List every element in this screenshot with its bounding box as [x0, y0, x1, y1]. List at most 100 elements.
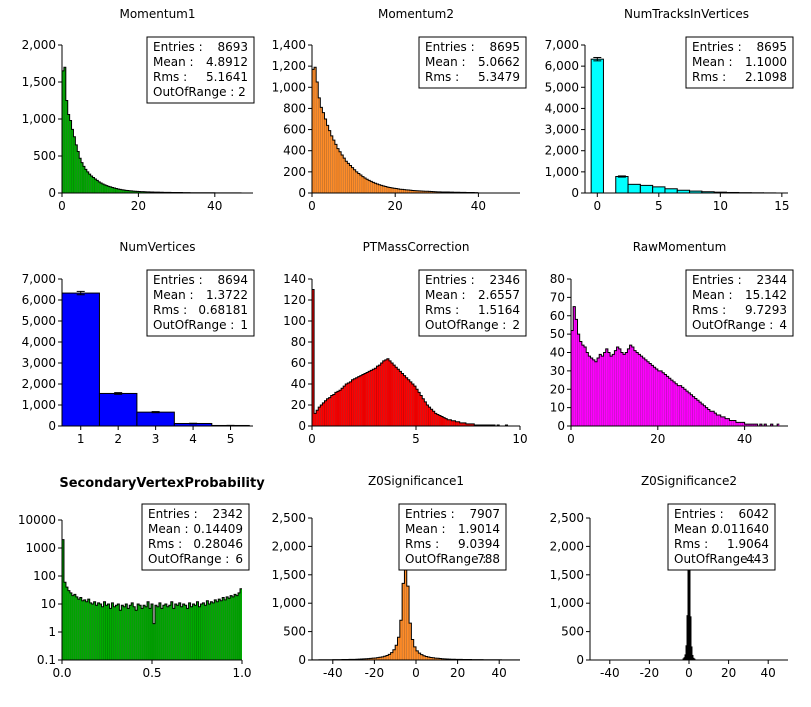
bar	[465, 423, 468, 426]
y-tick-label: 1000	[25, 541, 56, 555]
bar	[349, 381, 352, 426]
stats-label: OutOfRange :	[153, 318, 234, 332]
bar	[93, 601, 96, 660]
bar	[614, 350, 617, 426]
x-tick-label: 20	[450, 666, 465, 680]
bar	[627, 348, 630, 426]
bar	[770, 424, 773, 426]
bar	[324, 119, 327, 193]
bar	[599, 354, 602, 426]
bar	[98, 181, 101, 193]
bar	[418, 190, 421, 193]
bar	[125, 604, 128, 660]
bar	[130, 190, 133, 193]
bar	[401, 189, 404, 193]
bar	[378, 184, 381, 193]
x-tick-label: 40	[471, 199, 486, 213]
y-tick-label: 0	[298, 186, 306, 200]
bars	[311, 289, 508, 426]
bar	[224, 599, 227, 660]
bar	[62, 70, 64, 193]
bar	[357, 376, 360, 426]
bar	[62, 539, 64, 660]
bar	[677, 385, 680, 426]
bar	[382, 186, 385, 193]
bar	[777, 424, 780, 426]
bar	[149, 608, 152, 660]
x-tick-label: 20	[650, 432, 665, 446]
bar	[633, 350, 637, 426]
bars	[61, 539, 242, 660]
stats-label: Mean :	[425, 288, 466, 302]
y-tick-label: 100	[283, 314, 306, 328]
bar	[226, 596, 229, 660]
bar	[204, 605, 207, 660]
bar	[119, 189, 122, 193]
stats-label: Rms :	[405, 537, 439, 551]
stats-label: Rms :	[148, 537, 182, 551]
y-tick-label: 10	[41, 597, 56, 611]
bar	[136, 191, 139, 193]
stats-value: 8694	[217, 273, 248, 287]
y-tick-label: 400	[283, 144, 306, 158]
bar	[742, 422, 745, 426]
bar	[359, 175, 362, 193]
bar	[314, 413, 317, 426]
bar	[61, 292, 100, 427]
stats-label: OutOfRange : 2	[153, 85, 246, 99]
bar	[403, 375, 406, 426]
bar	[372, 182, 375, 193]
bar	[446, 658, 449, 660]
bar	[592, 359, 595, 426]
bar	[380, 185, 383, 193]
bar	[151, 604, 153, 660]
bar	[349, 165, 352, 193]
bar	[121, 189, 124, 193]
bar	[230, 595, 233, 660]
bar	[73, 136, 76, 193]
bar	[618, 348, 621, 426]
bar	[341, 154, 344, 193]
bar	[81, 162, 84, 193]
bar	[571, 330, 574, 426]
bar	[216, 601, 219, 660]
bar	[670, 380, 673, 426]
bar	[113, 606, 116, 660]
stats-label: Entries :	[692, 273, 742, 287]
x-tick-label: 15	[774, 199, 789, 213]
bar	[328, 397, 331, 426]
bar	[744, 424, 747, 426]
bar	[202, 602, 205, 660]
y-tick-label: 2,000	[550, 539, 584, 553]
x-tick-label: 5	[655, 199, 663, 213]
bar	[447, 419, 450, 426]
bar	[416, 190, 419, 193]
bar	[99, 604, 102, 660]
y-tick-label: 0	[48, 186, 56, 200]
bar	[158, 602, 161, 660]
bar	[102, 183, 105, 193]
stats-value: 0.14409	[193, 522, 243, 536]
bar	[365, 658, 368, 660]
bar	[380, 363, 383, 426]
bar	[392, 649, 396, 660]
bar	[395, 367, 398, 426]
bar	[457, 421, 460, 426]
bar	[505, 424, 508, 426]
bar	[97, 602, 100, 660]
bar	[729, 420, 732, 426]
bar	[98, 392, 138, 427]
y-tick-label: 1,400	[272, 38, 306, 52]
bar	[111, 187, 114, 193]
bar	[65, 100, 68, 193]
stats-value: 2344	[756, 273, 787, 287]
bar	[71, 595, 74, 660]
x-tick-label: 40	[761, 666, 776, 680]
stats-value: 1	[240, 318, 248, 332]
stats-value: 2	[512, 318, 520, 332]
x-tick-label: 0.5	[142, 666, 161, 680]
bar	[436, 191, 439, 193]
bar	[382, 360, 385, 426]
bar	[374, 657, 377, 660]
bar	[420, 395, 423, 426]
